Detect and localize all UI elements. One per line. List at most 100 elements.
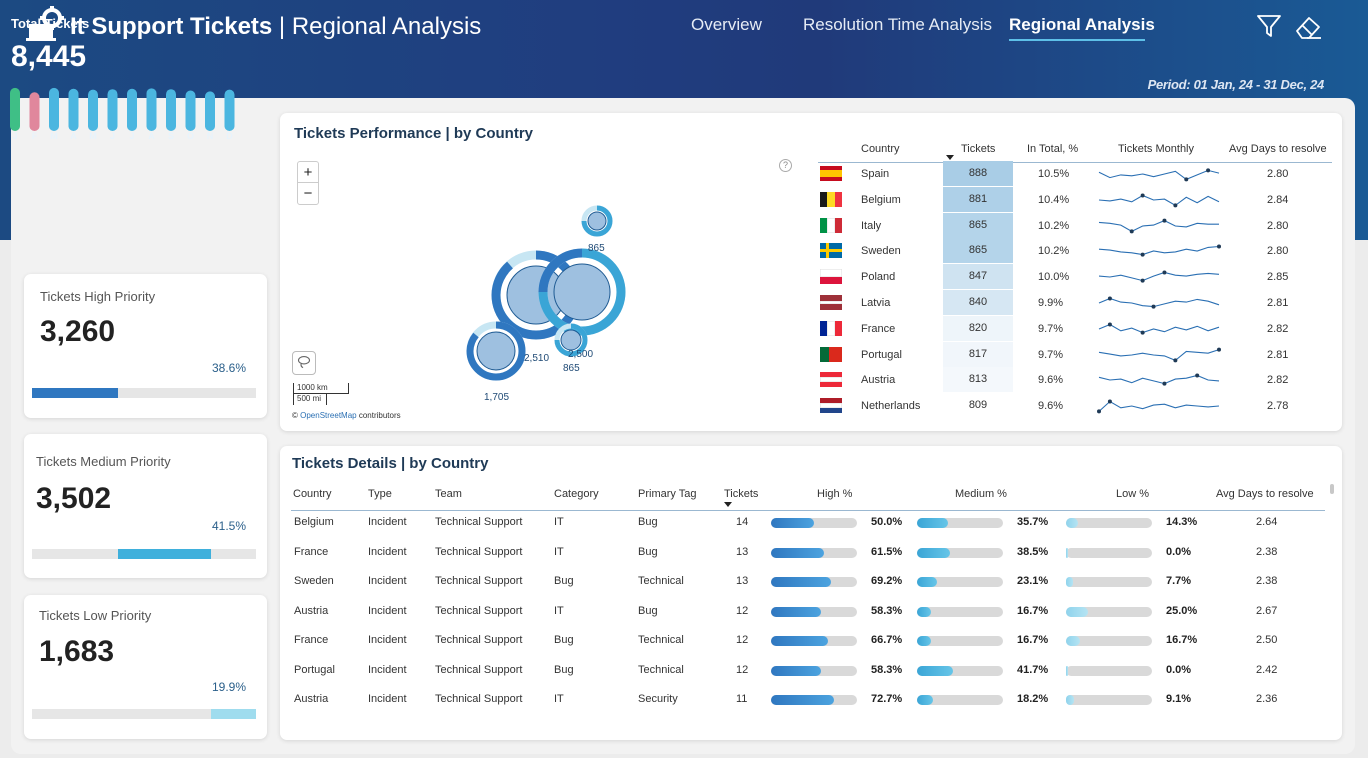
country-cell[interactable]: Portugal [861,348,902,361]
col-avg-days[interactable]: Avg Days to resolve [1216,488,1314,500]
month-bar[interactable] [107,89,118,131]
tag-cell[interactable]: Technical [638,663,684,676]
category-cell[interactable]: IT [554,693,564,705]
country-cell[interactable]: France [861,322,896,335]
osm-link[interactable]: OpenStreetMap [300,411,357,420]
tickets-cell[interactable]: 813 [943,367,1013,393]
map-bubbles[interactable] [440,195,640,395]
tickets-cell[interactable]: 12 [736,604,749,617]
tickets-cell[interactable]: 865 [943,212,1013,238]
col-avg-days[interactable]: Avg Days to resolve [1229,143,1327,155]
sparkline[interactable] [1097,318,1221,340]
col-type[interactable]: Type [368,488,392,500]
tickets-cell[interactable]: 13 [736,575,749,587]
col-tickets[interactable]: Tickets [961,143,996,155]
nav-regional-analysis[interactable]: Regional Analysis [1009,15,1155,34]
month-bar[interactable] [29,92,40,131]
tickets-cell[interactable]: 13 [736,545,749,558]
category-cell[interactable]: IT [554,545,564,558]
sparkline[interactable] [1097,344,1221,366]
type-cell[interactable]: Incident [368,575,407,587]
country-cell[interactable]: Sweden [861,245,901,258]
col-in-total[interactable]: In Total, % [1027,143,1079,155]
country-cell[interactable]: Austria [294,693,329,705]
month-bar[interactable] [185,90,196,131]
sparkline[interactable] [1097,395,1221,417]
team-cell[interactable]: Technical Support [435,604,523,617]
month-bar[interactable] [10,87,20,131]
type-cell[interactable]: Incident [368,604,407,617]
sparkline[interactable] [1097,189,1221,211]
team-cell[interactable]: Technical Support [435,663,523,676]
filter-icon[interactable] [1256,13,1282,39]
sparkline[interactable] [1097,292,1221,314]
col-team[interactable]: Team [435,488,462,500]
col-country[interactable]: Country [861,143,900,155]
sparkline[interactable] [1097,240,1221,262]
country-cell[interactable]: France [294,545,329,558]
month-bar[interactable] [166,89,176,131]
nav-overview[interactable]: Overview [691,15,762,34]
country-cell[interactable]: Latvia [861,297,891,309]
tickets-cell[interactable]: 809 [943,393,1013,419]
country-cell[interactable]: Netherlands [861,400,921,413]
tickets-cell[interactable]: 888 [943,161,1013,186]
month-bar[interactable] [68,88,79,131]
col-primary-tag[interactable]: Primary Tag [638,488,697,500]
month-bar[interactable] [88,89,98,131]
country-cell[interactable]: Austria [294,604,329,617]
team-cell[interactable]: Technical Support [435,575,523,587]
month-bar[interactable] [205,91,215,131]
type-cell[interactable]: Incident [368,516,407,528]
month-bar[interactable] [224,89,235,131]
team-cell[interactable]: Technical Support [435,516,523,528]
country-cell[interactable]: Portugal [294,663,335,676]
country-cell[interactable]: Italy [861,219,882,232]
high-priority-card[interactable]: Tickets High Priority 3,260 38.6% [24,274,267,418]
tag-cell[interactable]: Bug [638,545,658,558]
low-priority-card[interactable]: Tickets Low Priority 1,683 19.9% [24,595,267,739]
category-cell[interactable]: Bug [554,575,574,587]
nav-resolution-time[interactable]: Resolution Time Analysis [803,15,992,34]
category-cell[interactable]: Bug [554,634,574,646]
tickets-cell[interactable]: 11 [736,693,748,705]
col-high[interactable]: High % [817,488,853,500]
medium-priority-card[interactable]: Tickets Medium Priority 3,502 41.5% [24,434,267,578]
country-cell[interactable]: Poland [861,271,896,284]
zoom-out-button[interactable]: − [303,185,313,202]
tag-cell[interactable]: Technical [638,575,684,587]
tickets-cell[interactable]: 881 [943,186,1013,212]
eraser-icon[interactable] [1293,13,1323,41]
tag-cell[interactable]: Technical [638,634,684,646]
type-cell[interactable]: Incident [368,663,407,676]
type-cell[interactable]: Incident [368,634,407,646]
country-cell[interactable]: Austria [861,374,896,387]
team-cell[interactable]: Technical Support [435,545,523,558]
category-cell[interactable]: IT [554,516,564,528]
col-country[interactable]: Country [293,488,332,500]
category-cell[interactable]: Bug [554,663,574,676]
tickets-cell[interactable]: 14 [736,516,749,528]
col-category[interactable]: Category [554,488,599,500]
month-bar[interactable] [127,88,137,131]
tag-cell[interactable]: Bug [638,516,658,528]
tickets-cell[interactable]: 820 [943,315,1013,341]
country-cell[interactable]: Belgium [294,516,334,528]
type-cell[interactable]: Incident [368,693,407,705]
category-cell[interactable]: IT [554,604,564,617]
country-cell[interactable]: Belgium [861,193,901,206]
lasso-icon[interactable] [292,351,316,375]
col-tickets[interactable]: Tickets [724,488,759,500]
col-medium[interactable]: Medium % [955,488,1007,500]
type-cell[interactable]: Incident [368,545,407,558]
tickets-cell[interactable]: 847 [943,264,1013,290]
month-bar[interactable] [49,87,59,131]
sparkline[interactable] [1097,215,1221,237]
zoom-in-button[interactable]: + [298,162,318,183]
sparkline[interactable] [1097,266,1221,288]
tag-cell[interactable]: Bug [638,604,658,617]
sparkline[interactable] [1097,163,1221,185]
team-cell[interactable]: Technical Support [435,634,523,646]
country-cell[interactable]: Sweden [294,575,334,587]
tickets-cell[interactable]: 12 [736,634,749,646]
